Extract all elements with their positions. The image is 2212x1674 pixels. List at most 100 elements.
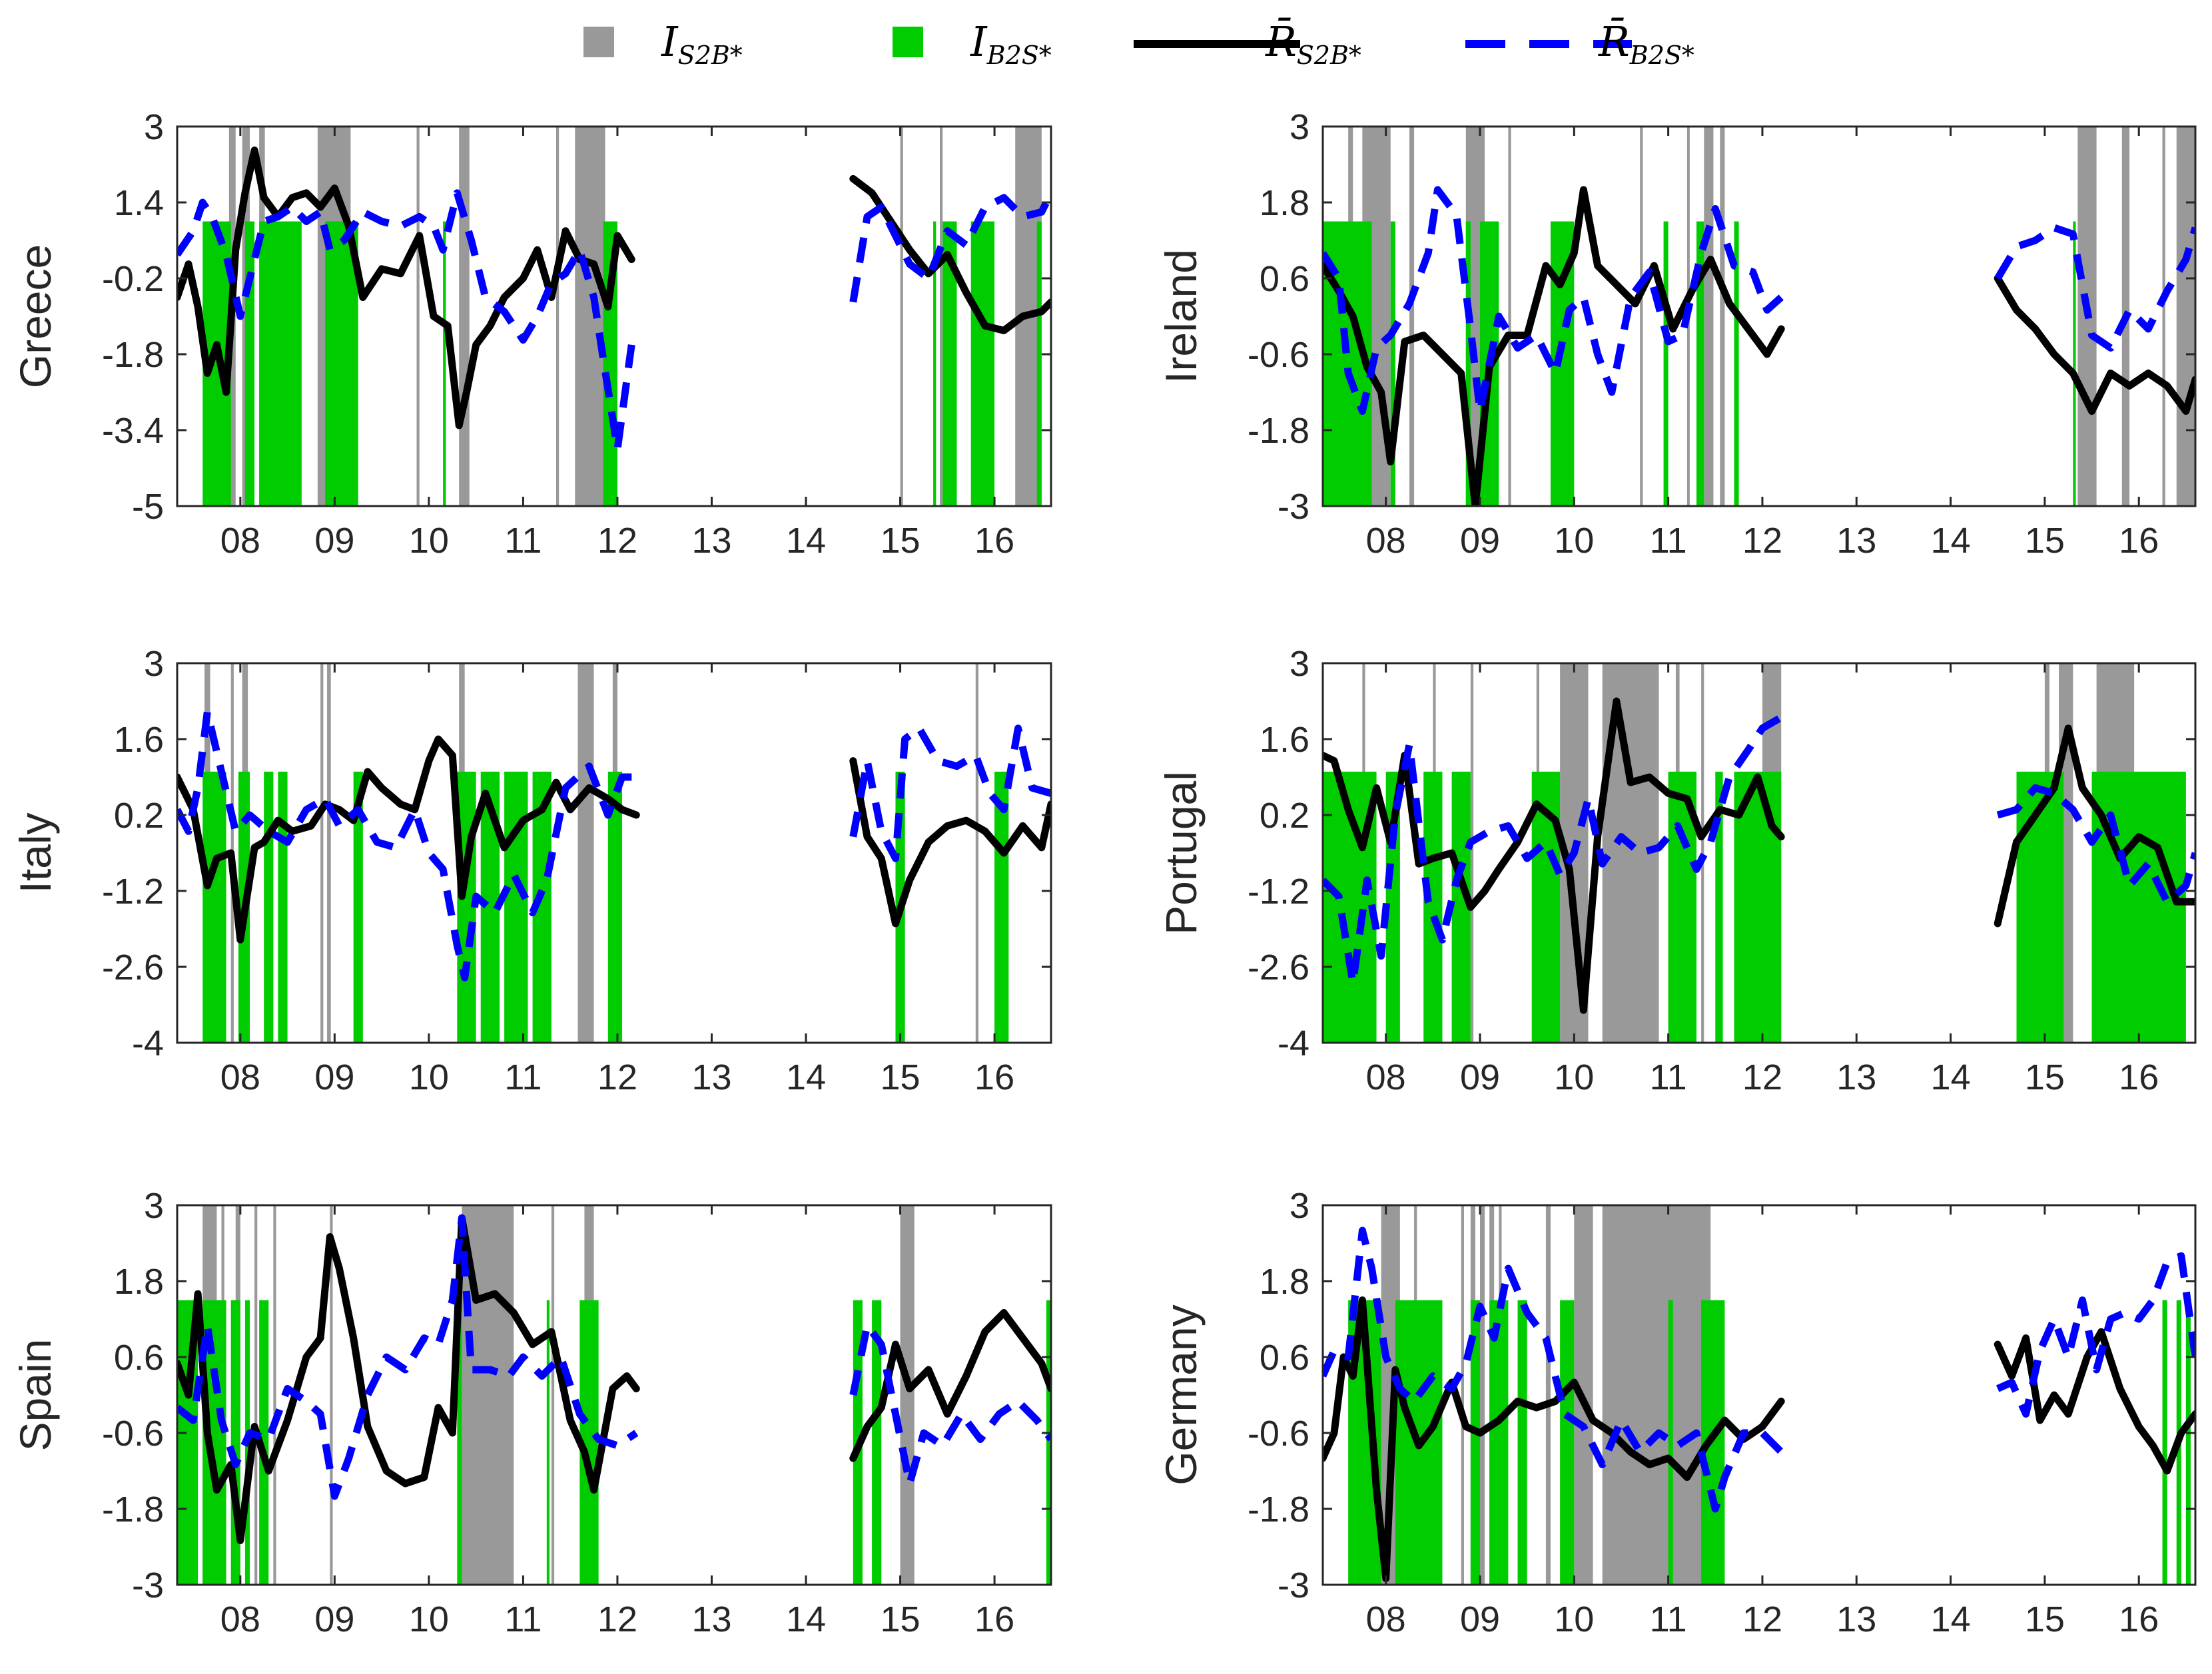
- x-tick-label: 14: [786, 521, 826, 561]
- green-interval-bar: [1489, 1300, 1509, 1585]
- x-tick-label: 14: [786, 1599, 826, 1639]
- x-tick-label: 11: [504, 1057, 542, 1097]
- axes-box: [176, 662, 1052, 1044]
- x-tick-label: 08: [1366, 521, 1406, 561]
- y-tick-label: 1.8: [114, 1262, 164, 1302]
- plot-area: [177, 127, 1051, 506]
- series-line-b2s: [1323, 186, 1784, 415]
- green-interval-bar: [264, 771, 274, 1043]
- series-line-s2b: [1994, 724, 2195, 928]
- x-tick-label: 13: [1836, 521, 1876, 561]
- x-tick-label: 14: [1931, 1599, 1971, 1639]
- green-interval-bar: [2162, 1300, 2167, 1585]
- y-tick-label: -3: [1278, 487, 1309, 527]
- green-interval-bar: [1423, 771, 1443, 1043]
- legend-item-grey-box: IS2B*: [583, 17, 743, 70]
- green-interval-bar: [1465, 221, 1471, 506]
- grey-interval-bar: [900, 1205, 915, 1585]
- legend-label-main: R̄: [1598, 17, 1630, 66]
- series-line-b2s: [1323, 714, 1783, 987]
- axes-box: [176, 1204, 1052, 1586]
- legend-label-sub: S2B*: [678, 41, 743, 70]
- x-tick-label: 11: [504, 1599, 542, 1639]
- green-interval-bar: [259, 221, 302, 506]
- plot-area: [177, 663, 1051, 1043]
- green-interval-bar: [2091, 771, 2186, 1043]
- legend-label-sub: B2S*: [986, 41, 1052, 70]
- legend-swatch-grey: [583, 27, 614, 57]
- green-interval-bar: [942, 221, 957, 506]
- x-tick-label: 09: [1460, 521, 1500, 561]
- series-line-b2s: [177, 708, 637, 981]
- green-interval-bar: [504, 771, 528, 1043]
- grey-interval-bar: [1640, 127, 1643, 506]
- green-interval-bar: [872, 1300, 882, 1585]
- legend-label: IB2S*: [970, 17, 1052, 70]
- y-tick-label: -0.2: [102, 259, 164, 299]
- x-tick-label: 16: [974, 1599, 1014, 1639]
- x-tick-label: 12: [1742, 1057, 1782, 1097]
- grey-interval-bar: [1704, 127, 1714, 506]
- y-tick-label: 1.6: [1260, 720, 1309, 760]
- x-tick-label: 15: [2025, 521, 2065, 561]
- y-tick-label: -1.8: [1248, 1490, 1309, 1530]
- grey-interval-bar: [975, 663, 979, 1043]
- y-tick-label: 0.6: [1260, 259, 1309, 299]
- series-line-b2s: [177, 189, 635, 453]
- green-interval-bar: [2073, 221, 2076, 506]
- legend-item-black-line: R̄S2B*: [1134, 17, 1361, 70]
- green-interval-bar: [1390, 221, 1395, 506]
- x-tick-label: 11: [504, 521, 542, 561]
- panel-ireland: 08 09 10 11 12 13 14 15 16 -3 -1.8 -0.6 0.6 1.8 3 Irela…: [1156, 107, 2197, 561]
- x-tick-label: 16: [2119, 521, 2159, 561]
- green-interval-bar: [353, 771, 363, 1043]
- x-tick-label: 16: [974, 521, 1014, 561]
- y-tick-label: 3: [1290, 107, 1309, 147]
- y-tick-label: -3.4: [102, 411, 164, 451]
- axes-box: [1321, 1204, 2197, 1586]
- axes-box: [176, 125, 1052, 507]
- grey-interval-bar: [1545, 1205, 1551, 1585]
- series-line-b2s: [849, 724, 1051, 862]
- x-tick-label: 09: [314, 1057, 354, 1097]
- series-line-b2s: [849, 191, 1051, 303]
- grey-interval-bar: [320, 663, 324, 1043]
- green-interval-bar: [994, 771, 1009, 1043]
- green-interval-bar: [1668, 1300, 1673, 1585]
- green-interval-bar: [1715, 771, 1723, 1043]
- green-interval-bar: [457, 1300, 462, 1585]
- grey-interval-bar: [2176, 127, 2195, 506]
- x-tick-label: 08: [220, 521, 260, 561]
- panel-portugal: 08 09 10 11 12 13 14 15 16 -4 -2.6 -1.2 0.2 1.6 3 Portu…: [1156, 644, 2197, 1097]
- series-line-b2s: [1996, 1252, 2195, 1418]
- x-tick-label: 09: [1460, 1057, 1500, 1097]
- x-tick-label: 09: [1460, 1599, 1500, 1639]
- panel-germany: 08 09 10 11 12 13 14 15 16 -3 -1.8 -0.6 0.6 1.8 3 Germa…: [1156, 1186, 2197, 1639]
- y-tick-label: -2.6: [1248, 948, 1309, 987]
- y-tick-label: 0.2: [1260, 796, 1309, 836]
- legend-label-main: I: [970, 17, 988, 66]
- panel-greece: 08 09 10 11 12 13 14 15 16 -5 -3.4 -1.8 -0.2 1.4 3 Gree…: [11, 107, 1052, 561]
- x-tick-label: 11: [1650, 1057, 1687, 1097]
- x-tick-label: 14: [1931, 1057, 1971, 1097]
- y-tick-label: -5: [132, 487, 164, 527]
- y-tick-label: -1.8: [102, 335, 164, 375]
- x-tick-label: 08: [1366, 1599, 1406, 1639]
- legend: IS2B* IB2S* R̄S2B* R̄B2S*: [583, 17, 1694, 70]
- green-interval-bar: [325, 221, 358, 506]
- x-tick-label: 15: [2025, 1599, 2065, 1639]
- x-tick-label: 15: [881, 1057, 921, 1097]
- x-tick-label: 14: [1931, 521, 1971, 561]
- x-tick-label: 13: [1836, 1057, 1876, 1097]
- y-tick-label: 1.8: [1260, 183, 1309, 223]
- y-axis-label: Italy: [11, 812, 60, 893]
- legend-label-sub: B2S*: [1629, 41, 1694, 70]
- x-tick-label: 09: [314, 521, 354, 561]
- legend-item-green-box: IB2S*: [893, 17, 1052, 70]
- grey-interval-bar: [575, 127, 605, 506]
- series-line-s2b: [849, 757, 1051, 928]
- green-interval-bar: [259, 1300, 269, 1585]
- series-line-s2b: [1323, 697, 1785, 1014]
- x-tick-label: 11: [1650, 521, 1687, 561]
